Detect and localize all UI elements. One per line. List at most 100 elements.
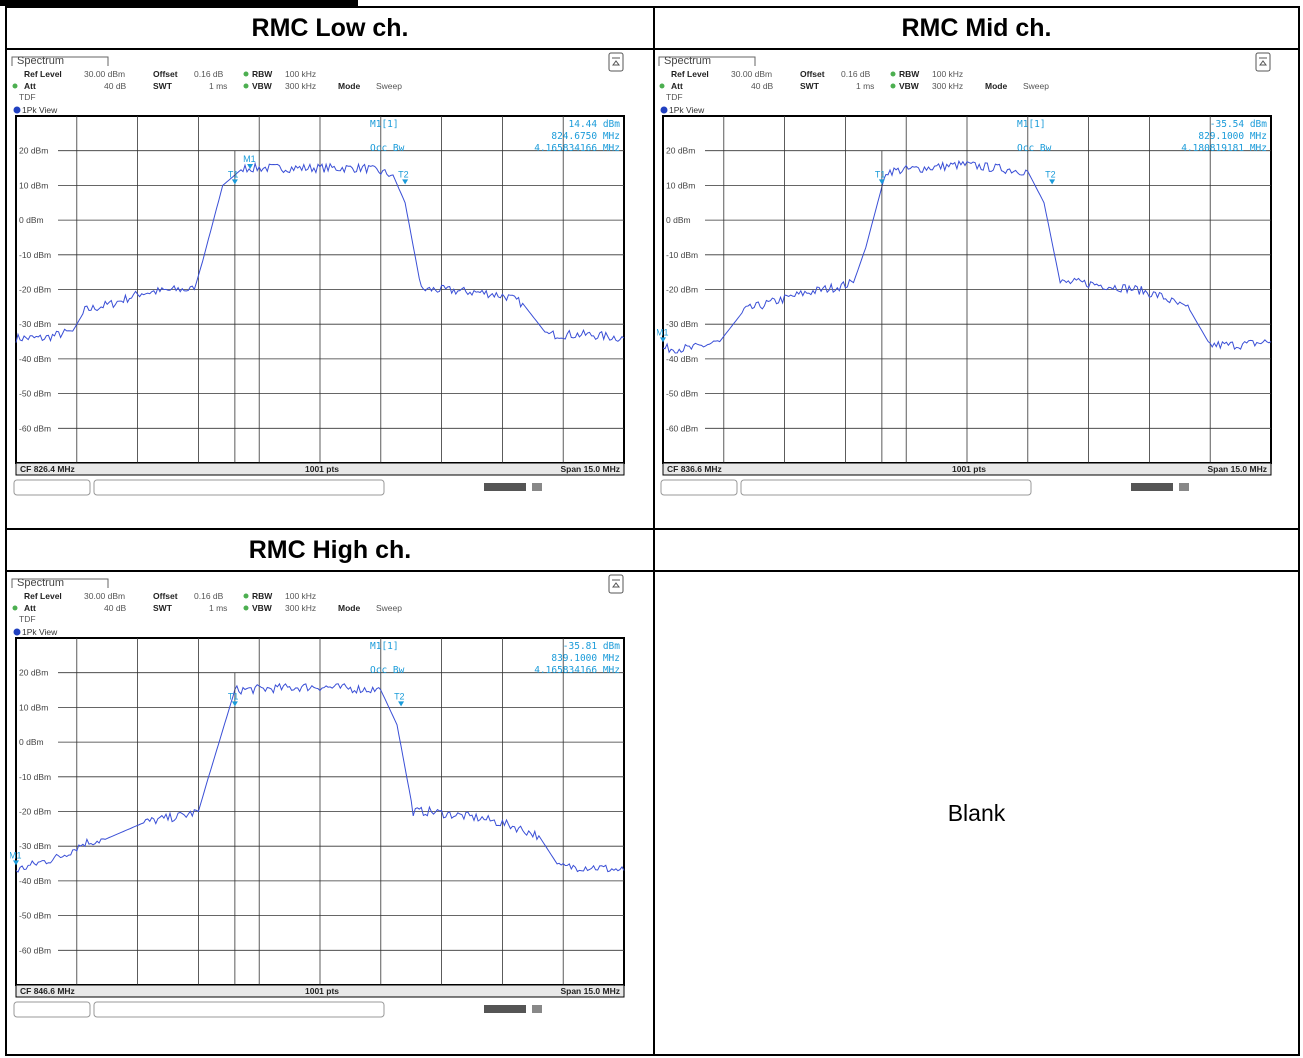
spectrum-tab-label: Spectrum	[17, 55, 64, 67]
marker-t1	[231, 701, 238, 707]
y-tick-label: 20 dBm	[666, 146, 695, 156]
setting-offset: 0.16 dB	[194, 69, 224, 79]
marker-readout-level: -35.54 dBm	[1209, 119, 1266, 130]
occ-bw-value: 4.165834166 MHz	[534, 665, 620, 676]
setting-vbw-label: VBW	[252, 81, 273, 91]
y-tick-label: -60 dBm	[19, 945, 51, 955]
vbw-coupled-dot	[890, 83, 895, 89]
setting-offset: 0.16 dB	[841, 69, 871, 79]
spectrum-trace	[662, 159, 1271, 354]
spectrum-chart: Spectrum Ref Level 30.00 dBm Offset 0.16 dB R…	[10, 574, 625, 1018]
display-icon-glyph	[612, 579, 620, 588]
setting-vbw: 300 kHz	[285, 81, 316, 91]
marker-readout-label: M1[1]	[370, 641, 399, 652]
status-icon	[532, 483, 542, 491]
marker-t2	[1048, 179, 1055, 185]
setting-swt: 1 ms	[209, 603, 227, 613]
display-icon	[1255, 52, 1270, 72]
spectrum-trace	[15, 161, 625, 343]
blank-label: Blank	[947, 799, 1006, 826]
setting-vbw: 300 kHz	[932, 81, 963, 91]
display-icon	[608, 574, 624, 594]
y-tick-label: -60 dBm	[666, 423, 698, 433]
marker-readout-freq: 829.1000 MHz	[1198, 131, 1267, 142]
att-coupled-dot	[659, 83, 664, 89]
trace-indicator-dot	[13, 628, 21, 636]
setting-mode-label: Mode	[338, 603, 360, 613]
marker-label-t2: T2	[1045, 169, 1056, 179]
occ-bw-label: Occ Bw	[1017, 143, 1052, 154]
y-tick-label: 0 dBm	[19, 737, 44, 747]
view-label: 1Pk View	[22, 105, 58, 115]
marker-readout-level: -35.81 dBm	[563, 641, 620, 652]
plot-footer	[662, 462, 1271, 476]
setting-rbw-label: RBW	[899, 69, 920, 79]
y-tick-label: 10 dBm	[19, 702, 48, 712]
setting-offset-label: Offset	[153, 69, 178, 79]
progress-bar-icon	[484, 483, 526, 491]
y-tick-label: -50 dBm	[666, 389, 698, 399]
blank-header	[653, 528, 1300, 572]
setting-ref-level-label: Ref Level	[24, 591, 62, 601]
marker-readout-label: M1[1]	[1017, 119, 1046, 130]
setting-offset-label: Offset	[153, 591, 178, 601]
setting-mode: Sweep	[376, 603, 402, 613]
spectrum-chart: Spectrum Ref Level 30.00 dBm Offset 0.16 dB R…	[657, 52, 1272, 496]
y-tick-label: -10 dBm	[19, 772, 51, 782]
progress-bar-icon	[1130, 483, 1173, 491]
center-frequency: CF 846.6 MHz	[20, 986, 75, 996]
plot-footer	[15, 984, 625, 998]
span: Span 15.0 MHz	[560, 986, 620, 996]
marker-t2	[402, 179, 409, 185]
marker-t2	[398, 701, 405, 707]
trace-indicator-dot	[660, 106, 667, 114]
spectrum-panel: Spectrum Ref Level 30.00 dBm Offset 0.16 dB R…	[656, 50, 1297, 526]
status-icon	[532, 1005, 542, 1013]
y-tick-label: -50 dBm	[19, 911, 51, 921]
status-box-message	[93, 479, 385, 496]
marker-label-m1: M1	[10, 850, 22, 860]
setting-ref-level: 30.00 dBm	[731, 69, 772, 79]
setting-offset-label: Offset	[800, 69, 825, 79]
sweep-points: 1001 pts	[951, 464, 985, 474]
marker-label-t2: T2	[394, 691, 405, 701]
status-box-left	[13, 479, 91, 496]
y-tick-label: -30 dBm	[19, 841, 51, 851]
progress-bar-icon	[484, 1005, 526, 1013]
spectrum-tab-label: Spectrum	[17, 577, 64, 589]
setting-mode: Sweep	[376, 81, 402, 91]
top-bar	[0, 0, 358, 6]
view-label: 1Pk View	[22, 627, 58, 637]
marker-readout-level: 14.44 dBm	[569, 119, 621, 130]
marker-m1	[659, 337, 666, 343]
setting-offset: 0.16 dB	[194, 591, 224, 601]
panel-header-mid: RMC Mid ch.	[653, 6, 1300, 50]
att-coupled-dot	[12, 605, 18, 611]
marker-readout-label: M1[1]	[370, 119, 399, 130]
marker-label-t1: T1	[228, 169, 239, 179]
plot-footer	[15, 462, 625, 476]
spectrum-tab	[11, 56, 109, 66]
spectrum-panel: Spectrum Ref Level 30.00 dBm Offset 0.16 dB R…	[10, 572, 650, 1048]
setting-mode: Sweep	[1023, 81, 1049, 91]
status-box-left	[13, 1001, 91, 1018]
spectrum-tab	[658, 56, 755, 66]
setting-vbw-label: VBW	[899, 81, 920, 91]
status-icon	[1178, 483, 1189, 491]
setting-swt-label: SWT	[153, 81, 173, 91]
span: Span 15.0 MHz	[560, 464, 620, 474]
span: Span 15.0 MHz	[1207, 464, 1267, 474]
marker-t1	[878, 179, 885, 185]
panel-header-high: RMC High ch.	[5, 528, 655, 572]
y-tick-label: -20 dBm	[19, 285, 51, 295]
spectrum-tab	[11, 578, 109, 588]
marker-readout-freq: 839.1000 MHz	[551, 653, 620, 664]
marker-t1	[231, 179, 238, 185]
y-tick-label: -20 dBm	[666, 285, 698, 295]
marker-m1	[247, 163, 254, 169]
setting-att: 40 dB	[751, 81, 774, 91]
occ-bw-label: Occ Bw	[370, 143, 405, 154]
marker-label-m1: M1	[657, 327, 669, 337]
setting-tdf: TDF	[19, 92, 36, 102]
setting-mode-label: Mode	[338, 81, 360, 91]
